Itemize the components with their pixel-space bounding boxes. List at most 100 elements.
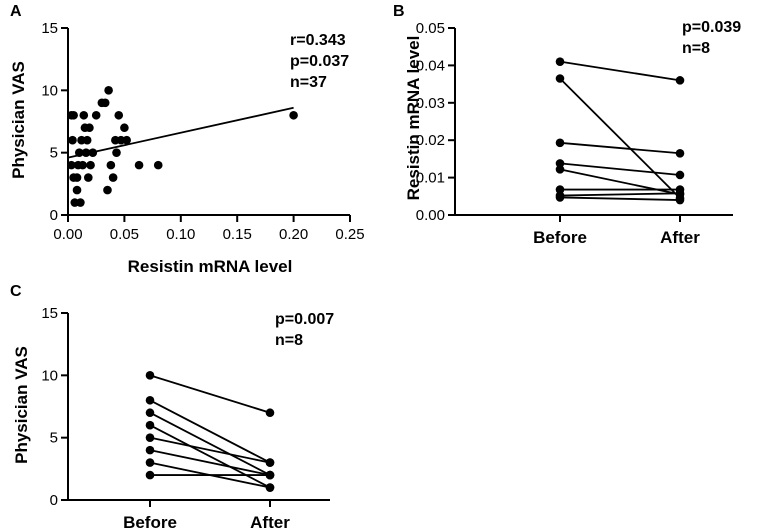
panel-c-before-point	[145, 395, 155, 405]
panel-a-data-point	[74, 148, 84, 157]
panel-c-before-point	[145, 433, 155, 442]
panel-a-y-tick-label: 0	[50, 207, 58, 224]
panel-a-data-point	[86, 160, 95, 170]
panel-a-x-tick-label: 0.05	[110, 226, 139, 243]
panel-a-x-tick-label: 0.15	[223, 226, 252, 243]
panel-b-before-point	[555, 193, 565, 202]
panel-a-data-point	[122, 135, 131, 145]
panel-c-after-point	[265, 408, 275, 418]
panel-b-y-tick-label: 0.04	[416, 57, 445, 74]
panel-a-x-axis-title: Resistin mRNA level	[128, 257, 293, 276]
panel-a-data-point	[120, 123, 129, 133]
panel-b-label: B	[393, 3, 405, 20]
panel-a-data-point	[112, 148, 121, 157]
panel-b-before-point	[555, 74, 565, 83]
panel-b-pair-line	[559, 196, 681, 201]
panel-c-pair-line	[149, 436, 271, 464]
panel-c-pair-line	[149, 449, 271, 476]
panel-b-axes: 0.00 0.01 0.02 0.03 0.04 0.05 Before After	[416, 20, 733, 247]
panel-b-pair-line	[559, 60, 681, 82]
panel-c-before-point	[145, 458, 155, 467]
panel-b-pair-line	[559, 141, 681, 155]
panel-c-label: C	[10, 283, 22, 300]
panel-a-y-tick-label: 5	[50, 145, 58, 162]
panel-b-y-tick-label: 0.00	[416, 207, 445, 224]
panel-b-after-point	[675, 189, 685, 198]
panel-b-pair-line	[559, 162, 681, 176]
panel-a: A 0 5 10 15 0.00 0.05 0.10 0.15 0.20 0.25 Physici…	[9, 3, 365, 276]
panel-c-annotation-n: n=8	[275, 332, 303, 349]
panel-c-before-point	[145, 445, 155, 455]
panel-a-data-point	[81, 148, 91, 157]
panel-a-label: A	[10, 3, 22, 20]
panel-b-y-tick-label: 0.01	[416, 170, 445, 187]
panel-b-y-tick-label: 0.02	[416, 132, 445, 149]
panel-a-data-point	[82, 135, 92, 145]
panel-c-axes: 0 5 10 15 Before After	[41, 305, 330, 531]
panel-a-data-point	[114, 110, 124, 120]
panel-b-before-point	[555, 57, 565, 66]
panel-c-y-tick-label: 5	[50, 430, 58, 447]
panel-b-before-point	[555, 138, 565, 148]
panel-b-pair-line	[559, 192, 681, 197]
panel-b-category-label-after: After	[660, 228, 700, 247]
panel-c-y-tick-label: 15	[41, 305, 58, 322]
panel-a-data-point	[104, 86, 113, 95]
panel-c-marks	[145, 371, 275, 492]
panel-a-data-point	[85, 123, 94, 133]
panel-a-data-point	[91, 110, 101, 120]
panel-a-data-point	[100, 98, 110, 108]
panel-b-annotation-n: n=8	[682, 40, 710, 57]
panel-c-after-point	[265, 470, 275, 480]
panel-a-y-tick-label: 10	[41, 82, 58, 99]
panel-a-axes: 0 5 10 15 0.00 0.05 0.10 0.15 0.20 0.25	[41, 20, 364, 243]
panel-a-annotation-r: r=0.343	[290, 32, 346, 49]
panel-a-data-point	[78, 160, 87, 170]
panel-a-x-tick-label: 0.00	[53, 226, 82, 243]
panel-a-data-point	[72, 185, 82, 195]
panel-a-x-tick-label: 0.10	[166, 226, 195, 243]
panel-c-annotation-p: p=0.007	[275, 311, 334, 328]
panel-b-before-point	[555, 185, 565, 194]
panel-c-y-axis-title: Physician VAS	[12, 346, 31, 464]
panel-a-data-point	[79, 110, 89, 120]
panel-a-data-point	[106, 160, 116, 170]
panel-a-data-point	[153, 160, 163, 170]
panel-c-category-label-after: After	[250, 513, 290, 531]
panel-c-y-tick-label: 10	[41, 367, 58, 384]
panel-a-data-point	[69, 110, 78, 120]
panel-a-data-point	[84, 173, 93, 182]
panel-a-data-point	[67, 160, 76, 170]
panel-c-before-point	[145, 408, 155, 418]
panel-c-after-point	[265, 483, 275, 492]
panel-b-y-axis-title: Resistin mRNA level	[404, 36, 423, 201]
panel-a-data-point	[103, 185, 112, 195]
panel-b-y-tick-label: 0.03	[416, 95, 445, 112]
panel-a-data-point	[108, 173, 118, 182]
panel-b-before-point	[555, 165, 565, 174]
panel-c-pair-line	[149, 424, 271, 489]
panel-b-after-point	[675, 195, 685, 205]
panel-a-data-point	[76, 198, 85, 207]
panel-b-marks	[555, 57, 685, 205]
panel-a-data-point	[72, 173, 82, 182]
panel-a-data-point	[134, 160, 144, 170]
panel-c-before-point	[145, 371, 155, 380]
panel-c-pair-line	[149, 374, 271, 414]
panel-a-y-tick-label: 15	[41, 20, 58, 37]
panel-b-category-label-before: Before	[533, 228, 587, 247]
panel-c-pair-line	[149, 399, 271, 464]
panel-a-x-tick-label: 0.25	[335, 226, 364, 243]
panel-b-after-point	[675, 76, 685, 85]
panel-b-pair-line	[559, 77, 681, 199]
panel-b: B 0.00 0.01 0.02 0.03 0.04 0.05 Before After Re…	[393, 3, 741, 247]
panel-c-category-label-before: Before	[123, 513, 177, 531]
panel-a-data-point	[68, 135, 77, 145]
panel-a-regression-line	[67, 106, 294, 159]
panel-c-pair-line	[149, 411, 271, 476]
panel-c-before-point	[145, 420, 155, 430]
panel-a-data-point	[88, 148, 98, 157]
panel-b-y-tick-label: 0.05	[416, 20, 445, 37]
panel-c: C 0 5 10 15 Before After Physician VAS p=0.00…	[10, 283, 334, 531]
